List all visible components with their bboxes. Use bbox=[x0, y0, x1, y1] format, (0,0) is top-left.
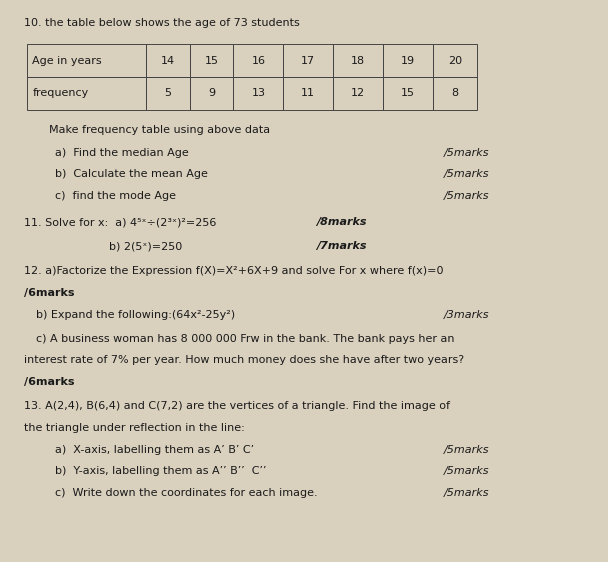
Text: 11. Solve for x:  a) 4⁵ˣ÷(2³ˣ)²=256: 11. Solve for x: a) 4⁵ˣ÷(2³ˣ)²=256 bbox=[24, 217, 216, 228]
Text: /5marks: /5marks bbox=[444, 466, 489, 477]
Text: b)  Calculate the mean Age: b) Calculate the mean Age bbox=[55, 169, 207, 179]
Bar bbox=[233, 44, 283, 77]
Bar bbox=[333, 77, 383, 110]
Text: /5marks: /5marks bbox=[444, 445, 489, 455]
Text: 12. a)Factorize the Expression f(X)=X²+6X+9 and solve For x where f(x)=0: 12. a)Factorize the Expression f(X)=X²+6… bbox=[24, 266, 444, 277]
Text: 11: 11 bbox=[301, 88, 316, 98]
Bar bbox=[433, 77, 477, 110]
Bar bbox=[333, 44, 383, 77]
Text: Age in years: Age in years bbox=[32, 56, 102, 66]
Text: /5marks: /5marks bbox=[444, 148, 489, 158]
Text: /3marks: /3marks bbox=[444, 310, 489, 320]
Text: /5marks: /5marks bbox=[444, 191, 489, 201]
Text: 18: 18 bbox=[351, 56, 365, 66]
Bar bbox=[190, 44, 233, 77]
Bar bbox=[27, 77, 146, 110]
Text: c)  find the mode Age: c) find the mode Age bbox=[55, 191, 176, 201]
Text: 15: 15 bbox=[204, 56, 219, 66]
Bar bbox=[146, 44, 190, 77]
Text: b)  Y-axis, labelling them as A’’ B’’  C’’: b) Y-axis, labelling them as A’’ B’’ C’’ bbox=[55, 466, 266, 477]
Text: c)  Write down the coordinates for each image.: c) Write down the coordinates for each i… bbox=[55, 488, 317, 498]
Text: 5: 5 bbox=[164, 88, 171, 98]
Text: 10. the table below shows the age of 73 students: 10. the table below shows the age of 73 … bbox=[24, 18, 300, 28]
Text: /5marks: /5marks bbox=[444, 488, 489, 498]
Text: interest rate of 7% per year. How much money does she have after two years?: interest rate of 7% per year. How much m… bbox=[24, 355, 465, 365]
Text: b) Expand the following:(64x²-25y²): b) Expand the following:(64x²-25y²) bbox=[36, 310, 236, 320]
Text: 13: 13 bbox=[251, 88, 266, 98]
Bar bbox=[146, 77, 190, 110]
Bar bbox=[283, 44, 333, 77]
Text: /7marks: /7marks bbox=[316, 241, 367, 251]
Text: 9: 9 bbox=[208, 88, 215, 98]
Text: /5marks: /5marks bbox=[444, 169, 489, 179]
Bar bbox=[433, 44, 477, 77]
Text: 14: 14 bbox=[161, 56, 175, 66]
Text: /8marks: /8marks bbox=[316, 217, 367, 228]
Text: b) 2(5ˣ)=250: b) 2(5ˣ)=250 bbox=[109, 241, 182, 251]
Text: /6marks: /6marks bbox=[24, 288, 75, 298]
Text: 20: 20 bbox=[447, 56, 462, 66]
Bar bbox=[27, 44, 146, 77]
Text: the triangle under reflection in the line:: the triangle under reflection in the lin… bbox=[24, 423, 245, 433]
Text: a)  X-axis, labelling them as A’ B’ C’: a) X-axis, labelling them as A’ B’ C’ bbox=[55, 445, 254, 455]
Text: 12: 12 bbox=[351, 88, 365, 98]
Text: a)  Find the median Age: a) Find the median Age bbox=[55, 148, 188, 158]
Text: c) A business woman has 8 000 000 Frw in the bank. The bank pays her an: c) A business woman has 8 000 000 Frw in… bbox=[36, 334, 455, 344]
Bar bbox=[190, 77, 233, 110]
Text: 15: 15 bbox=[401, 88, 415, 98]
Bar bbox=[383, 44, 433, 77]
Bar bbox=[233, 77, 283, 110]
Text: 13. A(2,4), B(6,4) and C(7,2) are the vertices of a triangle. Find the image of: 13. A(2,4), B(6,4) and C(7,2) are the ve… bbox=[24, 401, 451, 411]
Text: Make frequency table using above data: Make frequency table using above data bbox=[49, 125, 270, 135]
Bar bbox=[283, 77, 333, 110]
Text: 17: 17 bbox=[301, 56, 316, 66]
Text: 8: 8 bbox=[451, 88, 458, 98]
Text: frequency: frequency bbox=[32, 88, 89, 98]
Text: 19: 19 bbox=[401, 56, 415, 66]
Bar bbox=[383, 77, 433, 110]
Text: /6marks: /6marks bbox=[24, 377, 75, 387]
Text: 16: 16 bbox=[251, 56, 266, 66]
